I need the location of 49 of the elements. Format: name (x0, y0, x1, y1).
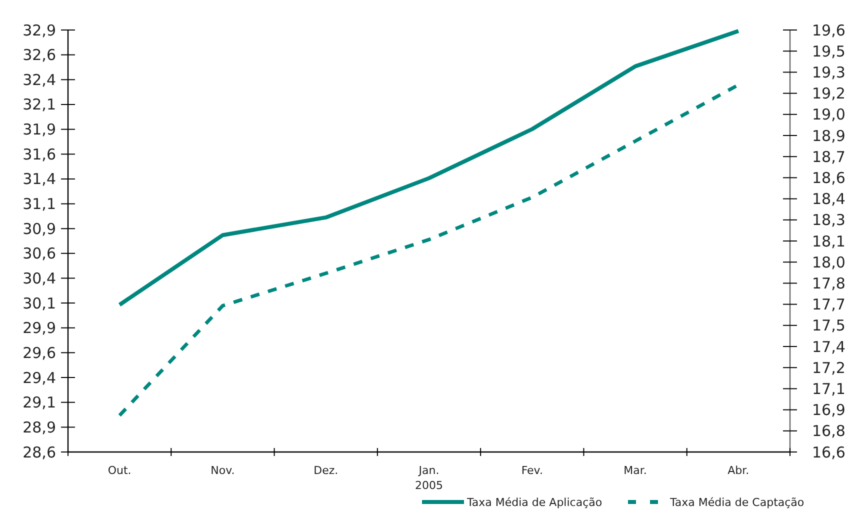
y2-tick-label: 18,0 (812, 253, 846, 272)
y2-tick-label: 17,8 (812, 274, 846, 292)
x-tick-label: Dez. (314, 464, 338, 477)
y2-tick-label: 16,6 (812, 443, 846, 462)
y-tick-label: 31,9 (22, 120, 56, 139)
x-tick-label: Abr. (728, 464, 750, 477)
y2-tick-label: 17,7 (812, 296, 846, 314)
y-tick-label: 32,1 (22, 96, 56, 114)
y2-tick-label: 18,6 (812, 168, 846, 187)
y-tick-label: 32,6 (22, 46, 56, 64)
y-tick-label: 28,6 (22, 443, 56, 462)
y-tick-label: 31,6 (22, 145, 56, 164)
y2-tick-label: 19,2 (812, 84, 846, 103)
y-tick-label: 29,1 (22, 394, 56, 412)
y2-tick-label: 19,0 (812, 106, 846, 124)
y-tick-label: 29,9 (22, 319, 56, 338)
y2-tick-label: 19,5 (812, 42, 846, 60)
y2-tick-label: 18,4 (812, 190, 846, 208)
legend-label: Taxa Média de Aplicação (466, 496, 602, 509)
y2-tick-label: 17,5 (812, 316, 846, 335)
x-tick-label: Fev. (521, 464, 543, 477)
y-tick-label: 30,4 (22, 269, 56, 288)
y2-tick-label: 16,9 (812, 401, 846, 420)
line-series (118, 28, 740, 307)
y-tick-label: 29,4 (22, 368, 56, 387)
y2-tick-label: 18,1 (812, 232, 846, 250)
y-tick-label: 30,1 (22, 294, 56, 312)
y-tick-label: 32,4 (22, 70, 56, 89)
y2-tick-label: 19,3 (812, 63, 846, 82)
legend-label: Taxa Média de Captação (669, 496, 804, 509)
y2-tick-label: 18,7 (812, 148, 846, 166)
y2-tick-label: 17,1 (812, 380, 846, 398)
y2-tick-label: 18,3 (812, 211, 846, 230)
y-tick-label: 29,6 (22, 344, 56, 362)
y-tick-label: 32,9 (22, 21, 56, 40)
y-tick-label: 30,9 (22, 220, 56, 238)
y-tick-label: 28,9 (22, 418, 56, 436)
y-tick-label: 31,1 (22, 195, 56, 214)
y2-tick-label: 16,8 (812, 422, 846, 440)
y2-tick-label: 19,6 (812, 21, 846, 40)
y2-tick-label: 17,2 (812, 358, 846, 377)
x-tick-label: Out. (108, 464, 132, 477)
y2-tick-label: 17,4 (812, 338, 846, 356)
x-tick-label: Nov. (210, 464, 235, 477)
x-tick-label: Mar. (624, 464, 647, 477)
x-tick-label: Jan. 2005 (415, 464, 443, 492)
y-tick-label: 30,6 (22, 244, 56, 263)
y2-tick-label: 18,9 (812, 126, 846, 145)
y-tick-label: 31,4 (22, 170, 56, 188)
